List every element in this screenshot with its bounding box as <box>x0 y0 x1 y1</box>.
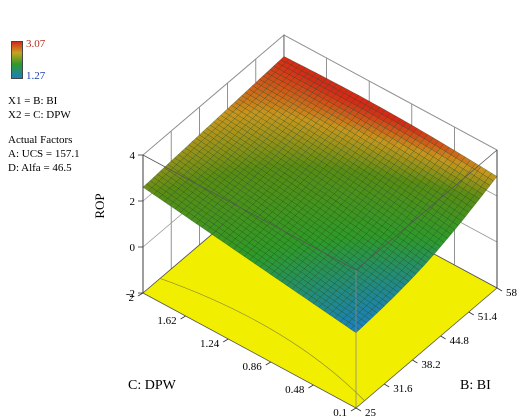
factor-x2: X2 = C: DPW <box>8 109 71 121</box>
back-grid-line <box>142 34 285 156</box>
x-tick <box>440 335 446 340</box>
actual-factors-title: Actual Factors <box>8 134 73 146</box>
factor-x1: X1 = B: BI <box>8 95 58 107</box>
axis-ticks: -2 0 2 4 25 31.6 38.2 44.8 51.4 58 0.1 0.48 0.86 1.24… <box>126 150 518 417</box>
y-tick-label: 0.48 <box>285 384 305 396</box>
y-tick <box>350 407 357 412</box>
y-axis-label: C: DPW <box>128 378 177 393</box>
x-tick-label: 38.2 <box>421 359 440 371</box>
box-edge <box>355 149 498 271</box>
z-tick-label: 0 <box>130 242 136 254</box>
legend-min-label: 1.27 <box>26 70 46 82</box>
legend-max-label: 3.07 <box>26 38 46 50</box>
y-tick <box>222 338 229 343</box>
x-tick <box>496 287 503 292</box>
x-tick <box>355 407 362 412</box>
x-tick-label: 25 <box>365 407 377 417</box>
surface-patch <box>350 325 360 333</box>
x-tick-label: 31.6 <box>393 383 413 395</box>
z-tick-label: 4 <box>130 150 136 162</box>
y-tick-label: 1.62 <box>157 315 176 327</box>
z-tick-label: -2 <box>126 288 135 300</box>
y-tick-label: 0.86 <box>243 361 263 373</box>
box-edge <box>142 154 357 271</box>
y-tick <box>265 361 272 366</box>
x-tick <box>412 359 418 364</box>
actual-factor-d: D: Alfa = 46.5 <box>8 162 72 174</box>
back-grid-line <box>283 34 498 151</box>
y-tick <box>308 384 314 389</box>
x-axis-label: B: BI <box>460 378 491 393</box>
plot-box-front <box>142 149 498 408</box>
z-axis-label: ROP <box>92 193 107 218</box>
x-tick-label: 58 <box>506 287 518 299</box>
color-legend-bar <box>11 41 23 79</box>
x-tick <box>468 311 475 316</box>
response-surface <box>142 56 498 333</box>
y-tick <box>180 315 186 320</box>
y-tick-label: 2 <box>129 292 135 304</box>
y-tick-label: 1.24 <box>200 338 220 350</box>
x-tick-label: 51.4 <box>478 311 498 323</box>
z-tick-label: 2 <box>130 196 136 208</box>
y-tick-label: 0.1 <box>333 407 347 417</box>
floor-contour <box>159 278 365 401</box>
x-tick <box>383 383 390 388</box>
actual-factor-a: A: UCS = 157.1 <box>8 148 80 160</box>
y-tick <box>137 292 144 297</box>
x-tick-label: 44.8 <box>450 335 470 347</box>
